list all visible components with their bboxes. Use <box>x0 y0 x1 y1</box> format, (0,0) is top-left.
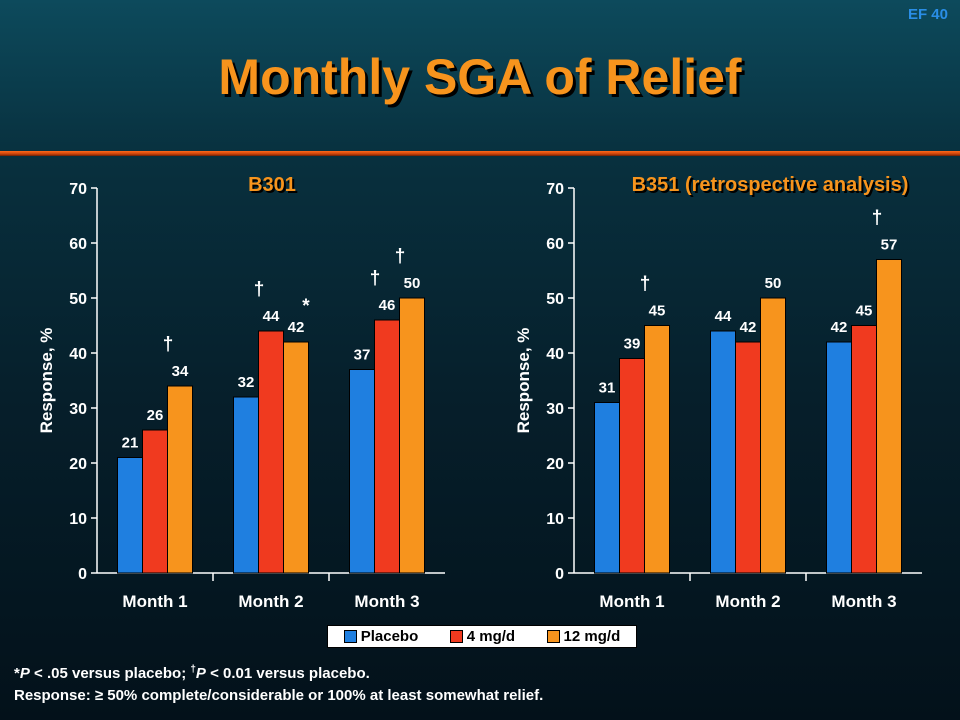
y-tick-label: 60 <box>546 236 564 253</box>
bar-4mg <box>619 358 645 574</box>
chart-title-shadow: B351 (retrospective analysis) <box>634 176 911 198</box>
y-tick-label: 0 <box>78 566 87 583</box>
bar-4mg <box>735 341 761 574</box>
y-tick-label: 60 <box>69 236 87 253</box>
bar-12mg <box>283 341 309 574</box>
legend-label-12mg: 12 mg/d <box>563 628 621 645</box>
chart-title: B351 (retrospective analysis) <box>632 174 909 196</box>
x-tick-label: Month 2 <box>238 592 303 611</box>
y-tick-label: 40 <box>69 346 87 363</box>
x-tick-label: Month 2 <box>715 592 780 611</box>
chart-legend: Placebo 4 mg/d 12 mg/d <box>327 625 637 648</box>
data-label: 50 <box>765 275 782 292</box>
data-label: 42 <box>288 319 305 336</box>
significance-dagger: † <box>395 246 406 267</box>
bar-placebo <box>594 402 620 574</box>
y-tick-label: 10 <box>69 511 87 528</box>
data-label: 45 <box>856 303 873 320</box>
chart-title-shadow: B301 <box>250 176 298 198</box>
significance-star: * <box>302 296 310 317</box>
legend-label-placebo: Placebo <box>360 628 419 645</box>
data-label: 42 <box>831 319 848 336</box>
legend-item-12mg: 12 mg/d <box>546 628 621 645</box>
data-label: 50 <box>404 275 421 292</box>
data-label: 57 <box>881 237 898 254</box>
footnote-response-definition: Response: ≥ 50% complete/considerable or… <box>14 687 544 704</box>
significance-dagger: † <box>872 208 883 229</box>
y-tick-label: 30 <box>546 401 564 418</box>
significance-dagger: † <box>370 268 381 289</box>
bar-4mg <box>258 330 284 574</box>
slide-number: EF 40 <box>907 6 948 23</box>
bar-12mg <box>876 259 902 574</box>
y-tick-label: 50 <box>69 291 87 308</box>
data-label: 44 <box>263 308 280 325</box>
data-label: 26 <box>147 407 164 424</box>
bar-placebo <box>233 396 259 574</box>
legend-item-4mg: 4 mg/d <box>449 628 516 645</box>
bar-4mg <box>142 429 168 574</box>
y-tick-label: 70 <box>546 181 564 198</box>
bar-placebo <box>117 457 143 574</box>
bar-4mg <box>851 325 877 574</box>
y-axis-label: Response, % <box>37 328 56 434</box>
data-label: 42 <box>740 319 757 336</box>
title-divider <box>0 151 960 156</box>
slide-title: Monthly SGA of Relief <box>218 49 742 105</box>
footnote-significance: *P < .05 versus placebo; †P < 0.01 versu… <box>14 664 370 682</box>
data-label: 34 <box>172 363 189 380</box>
data-label: 39 <box>624 336 641 353</box>
bar-placebo <box>826 341 852 574</box>
data-label: 45 <box>649 303 666 320</box>
y-tick-label: 20 <box>546 456 564 473</box>
y-tick-label: 70 <box>69 181 87 198</box>
bar-12mg <box>644 325 670 574</box>
bar-placebo <box>710 330 736 574</box>
chart-title: B301 <box>248 174 296 196</box>
x-tick-label: Month 3 <box>831 592 896 611</box>
bar-placebo <box>349 369 375 574</box>
legend-swatch-4mg <box>449 630 463 643</box>
bar-4mg <box>374 319 400 574</box>
x-tick-label: Month 3 <box>354 592 419 611</box>
data-label: 31 <box>599 380 616 397</box>
y-tick-label: 10 <box>546 511 564 528</box>
significance-dagger: † <box>163 334 174 355</box>
y-tick-label: 50 <box>546 291 564 308</box>
y-tick-label: 30 <box>69 401 87 418</box>
legend-label-4mg: 4 mg/d <box>466 628 516 645</box>
bar-12mg <box>760 297 786 574</box>
data-label: 37 <box>354 347 371 364</box>
x-tick-label: Month 1 <box>599 592 664 611</box>
legend-swatch-placebo <box>343 630 357 643</box>
y-tick-label: 20 <box>69 456 87 473</box>
data-label: 44 <box>715 308 732 325</box>
legend-item-placebo: Placebo <box>343 628 419 645</box>
chart-2: B351 (retrospective analysis)B351 (retro… <box>514 174 922 611</box>
significance-dagger: † <box>254 279 265 300</box>
y-tick-label: 40 <box>546 346 564 363</box>
x-tick-label: Month 1 <box>122 592 187 611</box>
data-label: 32 <box>238 374 255 391</box>
legend-swatch-12mg <box>546 630 560 643</box>
bar-12mg <box>167 385 193 574</box>
bar-12mg <box>399 297 425 574</box>
data-label: 21 <box>122 435 139 452</box>
y-tick-label: 0 <box>555 566 564 583</box>
significance-dagger: † <box>640 274 651 295</box>
y-axis-label: Response, % <box>514 328 533 434</box>
data-label: 46 <box>379 297 396 314</box>
